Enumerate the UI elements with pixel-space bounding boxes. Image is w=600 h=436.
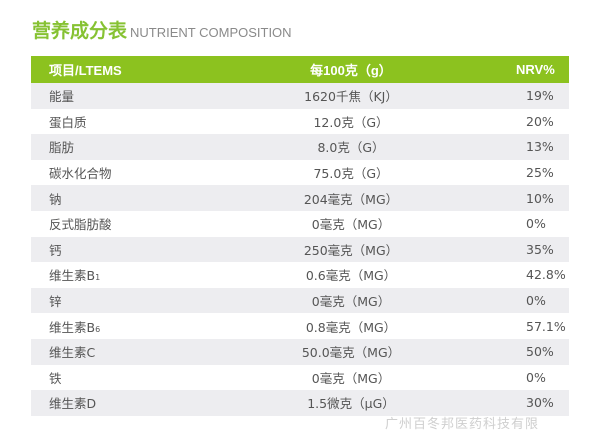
item-name: 脂肪 bbox=[49, 140, 75, 156]
item-name: 反式脂肪酸 bbox=[49, 217, 112, 233]
amount-cell: 12.0克（G） bbox=[313, 114, 389, 130]
nrv-cell: 13% bbox=[526, 139, 554, 155]
nrv-cell: 57.1% bbox=[526, 318, 566, 334]
nrv-cell: 42.8% bbox=[526, 267, 566, 283]
amount-cell: 1.5微克（μG） bbox=[307, 396, 395, 412]
watermark: 广州百冬邦医药科技有限 bbox=[385, 417, 540, 432]
header-nrv: NRV% bbox=[516, 62, 555, 77]
amount-cell: 0.8毫克（MG） bbox=[305, 319, 397, 335]
amount-cell: 0毫克（MG） bbox=[311, 370, 391, 386]
nrv-cell: 35% bbox=[526, 241, 554, 257]
item-cell: 碳水化合物 bbox=[31, 163, 266, 182]
item-cell: 脂肪 bbox=[31, 137, 266, 156]
subscript: 6 bbox=[95, 324, 101, 334]
table-row: 维生素C 50.0毫克（MG） 50% bbox=[31, 338, 569, 365]
item-name: 维生素B bbox=[49, 268, 96, 284]
table-row: 脂肪 8.0克（G） 13% bbox=[31, 134, 569, 160]
nrv-cell: 0% bbox=[526, 293, 546, 309]
nrv-cell: 50% bbox=[526, 344, 554, 360]
amount-cell: 1620千焦（KJ） bbox=[304, 89, 398, 105]
item-name: 碳水化合物 bbox=[49, 166, 112, 182]
title-en: NUTRIENT COMPOSITION bbox=[130, 25, 292, 40]
item-cell: 铁 bbox=[31, 368, 266, 387]
item-cell: 钠 bbox=[31, 189, 266, 208]
amount-cell: 250毫克（MG） bbox=[303, 242, 399, 258]
nutrition-table: 项目/LTEMS 每100克（g） NRV% 能量 1620千焦（KJ） 19%… bbox=[31, 56, 569, 416]
table-row: 碳水化合物 75.0克（G） 25% bbox=[31, 160, 569, 186]
header-amount: 每100克（g） bbox=[310, 63, 392, 78]
table-row: 维生素D 1.5微克（μG） 30% bbox=[31, 390, 569, 416]
table-header: 项目/LTEMS 每100克（g） NRV% bbox=[31, 56, 569, 83]
item-cell: 锌 bbox=[31, 291, 266, 310]
nrv-cell: 30% bbox=[526, 395, 554, 411]
nrv-cell: 19% bbox=[526, 88, 554, 104]
page-title: 营养成分表 NUTRIENT COMPOSITION bbox=[32, 16, 292, 43]
nrv-cell: 0% bbox=[526, 216, 546, 232]
nrv-cell: 25% bbox=[526, 165, 554, 181]
table-row: 维生素B1 0.6毫克（MG） 42.8% bbox=[31, 262, 569, 288]
item-cell: 维生素C bbox=[31, 342, 266, 361]
amount-cell: 0.6毫克（MG） bbox=[305, 268, 397, 284]
header-item: 项目/LTEMS bbox=[49, 63, 122, 78]
item-name: 维生素C bbox=[49, 345, 96, 361]
amount-cell: 0毫克（MG） bbox=[311, 294, 391, 310]
table-row: 维生素B6 0.8毫克（MG） 57.1% bbox=[31, 313, 569, 339]
item-name: 能量 bbox=[49, 89, 75, 105]
item-name: 蛋白质 bbox=[49, 114, 87, 130]
table-row: 钠 204毫克（MG） 10% bbox=[31, 185, 569, 211]
item-name: 锌 bbox=[49, 294, 62, 310]
amount-cell: 75.0克（G） bbox=[313, 166, 389, 182]
item-cell: 能量 bbox=[31, 86, 266, 105]
item-cell: 维生素B1 bbox=[31, 265, 266, 284]
item-cell: 维生素B6 bbox=[31, 317, 266, 336]
item-name: 铁 bbox=[49, 370, 62, 386]
title-cn: 营养成分表 bbox=[32, 20, 128, 42]
table-row: 铁 0毫克（MG） 0% bbox=[31, 365, 569, 391]
item-cell: 反式脂肪酸 bbox=[31, 214, 266, 233]
table-row: 蛋白质 12.0克（G） 20% bbox=[31, 109, 569, 135]
nrv-cell: 0% bbox=[526, 369, 546, 385]
amount-cell: 50.0毫克（MG） bbox=[301, 345, 401, 361]
table-row: 锌 0毫克（MG） 0% bbox=[31, 287, 569, 314]
item-cell: 维生素D bbox=[31, 393, 266, 412]
item-cell: 钙 bbox=[31, 240, 266, 259]
table-row: 反式脂肪酸 0毫克（MG） 0% bbox=[31, 211, 569, 237]
amount-cell: 204毫克（MG） bbox=[303, 191, 399, 207]
item-name: 钙 bbox=[49, 242, 62, 258]
table-row: 钙 250毫克（MG） 35% bbox=[31, 236, 569, 263]
item-name: 钠 bbox=[49, 191, 62, 207]
amount-cell: 0毫克（MG） bbox=[311, 217, 391, 233]
amount-cell: 8.0克（G） bbox=[317, 140, 385, 156]
item-name: 维生素B bbox=[49, 319, 96, 335]
nrv-cell: 20% bbox=[526, 113, 554, 129]
nrv-cell: 10% bbox=[526, 190, 554, 206]
item-name: 维生素D bbox=[49, 396, 97, 412]
subscript: 1 bbox=[95, 273, 101, 283]
item-cell: 蛋白质 bbox=[31, 112, 266, 131]
table-row: 能量 1620千焦（KJ） 19% bbox=[31, 83, 569, 109]
